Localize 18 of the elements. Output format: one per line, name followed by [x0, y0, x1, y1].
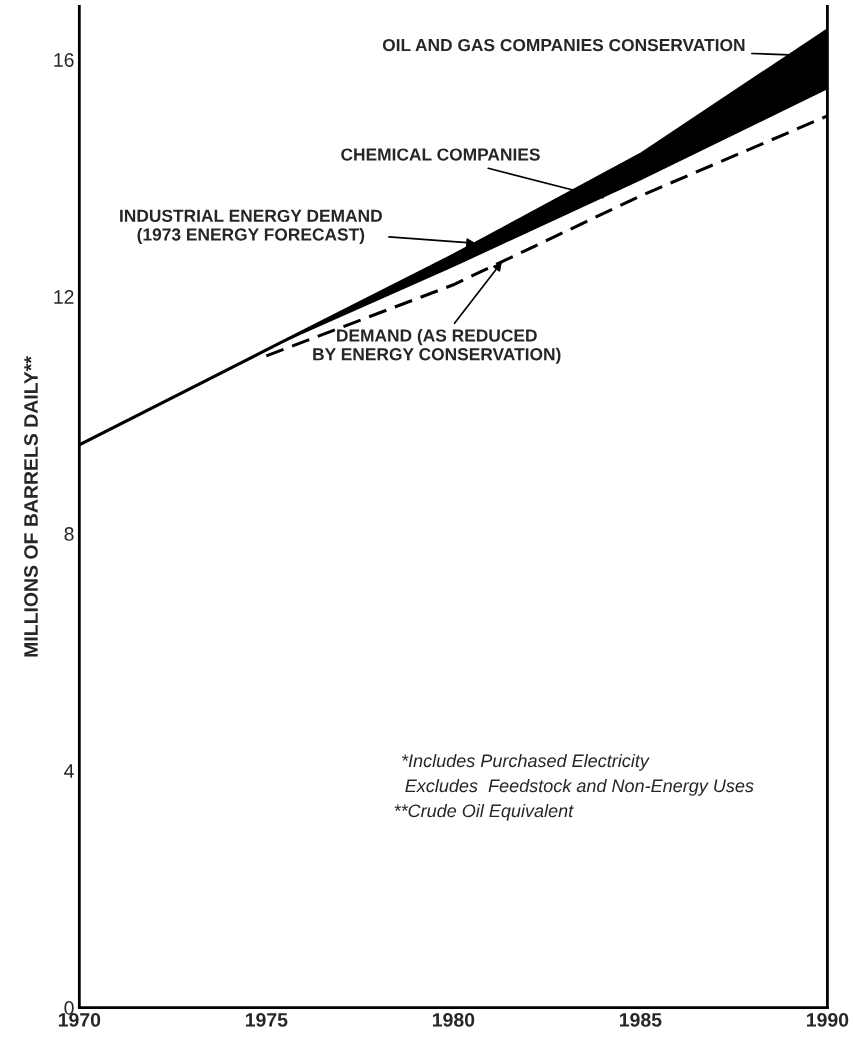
y-tick-label: 16: [54, 53, 74, 67]
annotation: *Includes Purchased Electricity: [402, 753, 650, 771]
y-tick-label: 12: [54, 290, 74, 304]
x-tick-label: 1970: [58, 1013, 101, 1027]
annotation: OIL AND GAS COMPANIES CONSERVATION: [382, 38, 745, 52]
x-tick-label: 1990: [807, 1013, 849, 1027]
y-tick-label: 0: [64, 1001, 74, 1015]
x-tick-label: 1980: [432, 1013, 475, 1027]
y-tick-label: 8: [64, 527, 74, 541]
annotation: CHEMICAL COMPANIES: [341, 148, 540, 161]
x-tick-label: 1975: [245, 1013, 288, 1027]
annotation: **Crude Oil Equivalent: [394, 803, 574, 821]
x-tick-label: 1985: [619, 1013, 662, 1027]
annotation: DEMAND (AS REDUCED BY ENERGY CONSERVATION): [313, 328, 561, 364]
annotation: Excludes Feedstock and Non-Energy Uses: [405, 778, 754, 796]
y-tick-label: 4: [64, 764, 74, 778]
y-axis-title: MILLIONS OF BARRELS DAILY**: [24, 356, 38, 657]
annotation: INDUSTRIAL ENERGY DEMAND (1973 ENERGY FORECAST): [120, 209, 382, 245]
